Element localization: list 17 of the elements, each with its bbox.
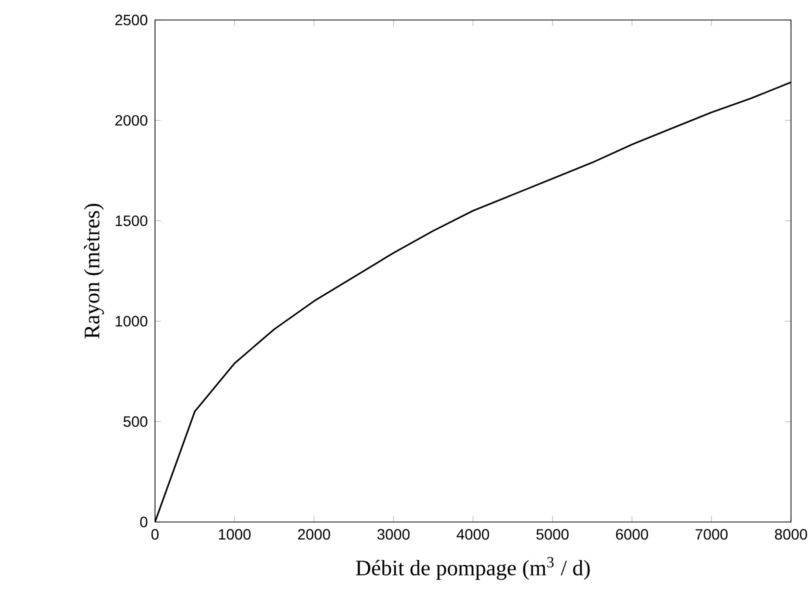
y-tick-label: 1500 [116,215,148,226]
y-tick-label: 500 [124,416,148,427]
x-tick-label: 1000 [218,529,251,540]
x-axis-title: Débit de pompage (m$^{3}$ / d) [356,557,590,580]
x-tick-label: 3000 [377,529,410,540]
x-tick-label: 5000 [536,529,569,540]
y-axis-title: Rayon (mètres) [84,204,104,338]
x-tick-label: 6000 [616,529,648,540]
y-tick-label: 1000 [116,316,148,327]
x-tick-label: 7000 [696,529,728,540]
x-tick-label: 8000 [774,529,808,540]
y-tick-label: 0 [140,516,148,528]
x-tick-label: 2000 [298,529,330,540]
x-tick-label: 4000 [456,529,490,540]
y-tick-label: 2500 [115,14,148,26]
y-tick-label: 2000 [115,115,148,126]
x-tick-label: 0 [151,529,159,540]
